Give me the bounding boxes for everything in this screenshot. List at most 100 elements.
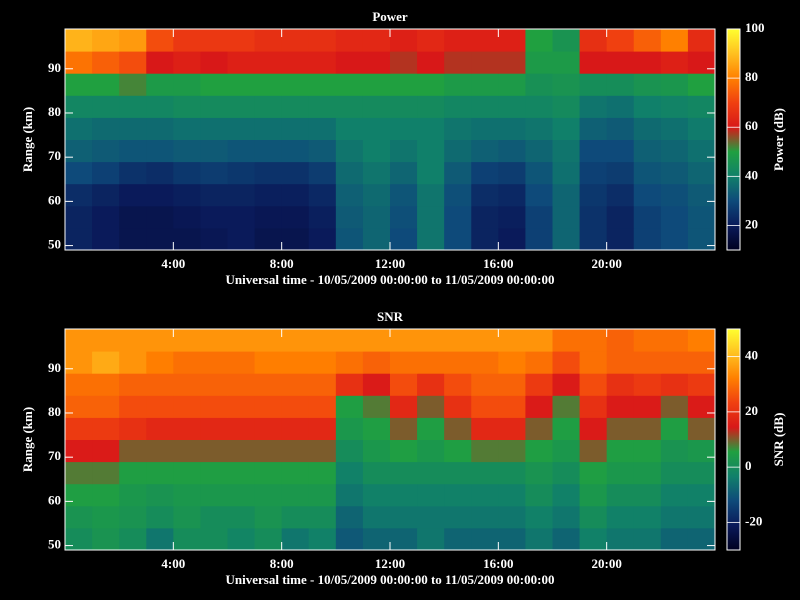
- heatmap-cell: [633, 139, 662, 163]
- heatmap-cell: [498, 139, 526, 163]
- heatmap-cell: [471, 329, 499, 352]
- heatmap-cell: [498, 329, 526, 352]
- heatmap-cell: [444, 227, 472, 250]
- heatmap-cell: [525, 373, 553, 396]
- heatmap-cell: [498, 439, 526, 463]
- heatmap-cell: [606, 139, 635, 163]
- heatmap-cell: [390, 139, 418, 163]
- heatmap-cell: [254, 161, 283, 185]
- heatmap-cell: [606, 29, 635, 52]
- heatmap-cell: [362, 461, 391, 485]
- heatmap-cell: [173, 439, 201, 463]
- heatmap-cell: [362, 329, 391, 352]
- heatmap-cell: [254, 73, 283, 96]
- heatmap-cell: [119, 483, 147, 507]
- heatmap-cell: [227, 329, 256, 352]
- y-tick-label: 60: [48, 192, 61, 207]
- heatmap-cell: [552, 51, 581, 74]
- heatmap-cell: [173, 205, 201, 229]
- heatmap-cell: [200, 351, 228, 374]
- heatmap-cell: [660, 395, 689, 418]
- heatmap-cell: [227, 439, 256, 463]
- heatmap-cell: [660, 139, 689, 163]
- heatmap-cell: [525, 95, 553, 118]
- heatmap-cell: [92, 439, 120, 463]
- heatmap-cell: [633, 73, 662, 96]
- heatmap-cell: [173, 183, 201, 207]
- heatmap-cell: [444, 161, 472, 185]
- heatmap-cell: [417, 73, 445, 96]
- chart-title: SNR: [377, 309, 404, 324]
- heatmap-cell: [65, 205, 93, 229]
- heatmap-cell: [579, 483, 608, 507]
- heatmap-cell: [92, 527, 120, 550]
- heatmap-cell: [471, 395, 499, 418]
- heatmap-cell: [444, 483, 472, 507]
- heatmap-cell: [471, 51, 499, 74]
- heatmap-cell: [498, 227, 526, 250]
- heatmap-cell: [552, 439, 581, 463]
- heatmap-cell: [417, 183, 445, 207]
- heatmap-cell: [417, 417, 445, 440]
- x-tick-label: 20:00: [591, 256, 621, 271]
- heatmap-cell: [633, 227, 662, 250]
- heatmap-cell: [687, 395, 715, 418]
- heatmap-cell: [417, 51, 445, 74]
- heatmap-cell: [119, 329, 147, 352]
- heatmap-cell: [308, 117, 337, 140]
- heatmap-cell: [227, 29, 256, 52]
- heatmap-cell: [146, 373, 174, 396]
- heatmap-cell: [362, 117, 391, 140]
- heatmap-cell: [552, 417, 581, 440]
- heatmap-cell: [660, 527, 689, 550]
- heatmap-cell: [335, 329, 364, 352]
- heatmap-cell: [687, 417, 715, 440]
- heatmap-cell: [471, 505, 499, 529]
- heatmap-cell: [579, 139, 608, 163]
- heatmap-cell: [606, 161, 635, 185]
- heatmap-cell: [444, 395, 472, 418]
- heatmap-cell: [335, 29, 364, 52]
- heatmap-cell: [308, 329, 337, 352]
- heatmap-cell: [119, 205, 147, 229]
- heatmap-cell: [281, 73, 310, 96]
- heatmap-cell: [660, 351, 689, 374]
- heatmap-cell: [660, 183, 689, 207]
- heatmap-cell: [687, 51, 715, 74]
- heatmap-cell: [579, 351, 608, 374]
- heatmap-cell: [281, 329, 310, 352]
- heatmap-cell: [146, 351, 174, 374]
- heatmap-cell: [660, 95, 689, 118]
- y-tick-label: 70: [48, 148, 61, 163]
- heatmap-cell: [65, 505, 93, 529]
- heatmap-cell: [498, 373, 526, 396]
- heatmap-cell: [308, 227, 337, 250]
- heatmap-cell: [633, 527, 662, 550]
- heatmap-cell: [444, 73, 472, 96]
- heatmap-cell: [633, 351, 662, 374]
- heatmap-cell: [390, 505, 418, 529]
- heatmap-cell: [308, 417, 337, 440]
- heatmap-cell: [254, 51, 283, 74]
- heatmap-cell: [92, 329, 120, 352]
- heatmap-cell: [660, 161, 689, 185]
- heatmap-cell: [92, 205, 120, 229]
- heatmap-cell: [281, 29, 310, 52]
- heatmap-cell: [65, 29, 93, 52]
- heatmap-cell: [606, 51, 635, 74]
- heatmap-cell: [281, 417, 310, 440]
- heatmap-cell: [92, 73, 120, 96]
- heatmap-cell: [417, 351, 445, 374]
- heatmap-cell: [119, 73, 147, 96]
- heatmap-cell: [417, 95, 445, 118]
- heatmap-cell: [417, 395, 445, 418]
- heatmap-cell: [65, 73, 93, 96]
- heatmap: [65, 329, 715, 550]
- heatmap-cell: [687, 139, 715, 163]
- heatmap-cell: [687, 505, 715, 529]
- heatmap-cell: [200, 483, 228, 507]
- heatmap-cell: [281, 373, 310, 396]
- colorbar-label: Power (dB): [771, 108, 786, 171]
- heatmap-cell: [606, 117, 635, 140]
- heatmap-cell: [633, 505, 662, 529]
